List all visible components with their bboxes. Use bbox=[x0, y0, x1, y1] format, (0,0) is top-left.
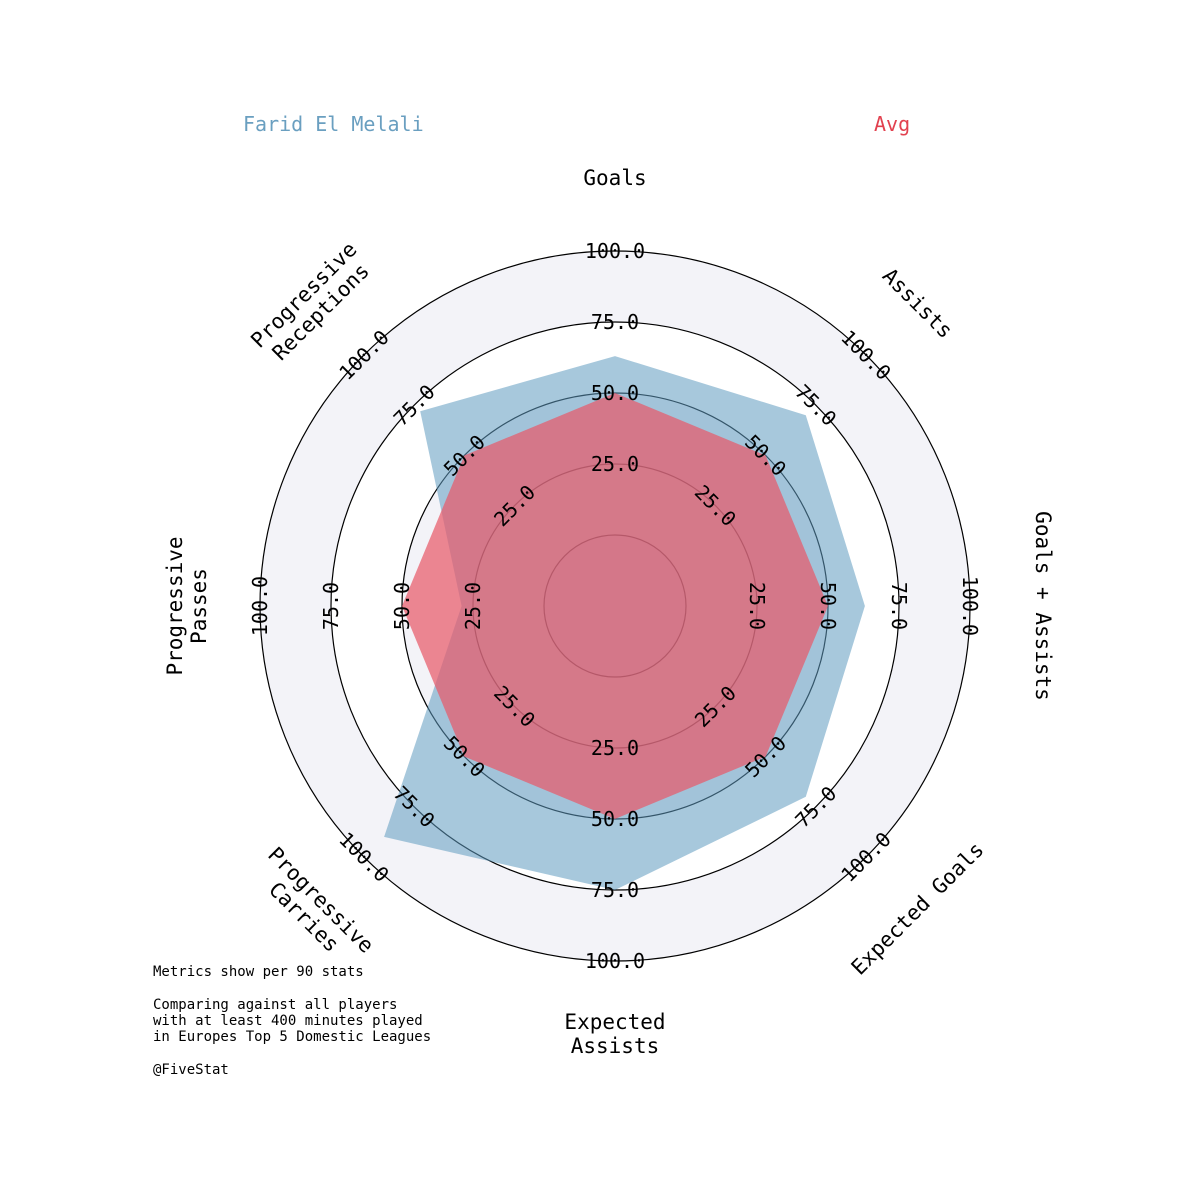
series-average-polygon bbox=[402, 393, 828, 819]
radial-tick-label: 50.0 bbox=[591, 807, 639, 831]
category-label: Goals + Assists bbox=[1031, 511, 1055, 701]
radial-tick-label: 75.0 bbox=[591, 878, 639, 902]
radial-tick-label: 25.0 bbox=[591, 452, 639, 476]
note-comparison-1: Comparing against all players bbox=[153, 997, 398, 1013]
note-per90: Metrics show per 90 stats bbox=[153, 964, 364, 980]
radar-ring-line-4 bbox=[259, 250, 971, 962]
radial-tick-label: 25.0 bbox=[745, 582, 769, 630]
legend-player-name: Farid El Melali bbox=[243, 112, 424, 136]
radial-tick-label: 100.0 bbox=[958, 576, 982, 636]
radial-tick-label: 25.0 bbox=[461, 582, 485, 630]
note-comparison-3: in Europes Top 5 Domestic Leagues bbox=[153, 1029, 432, 1045]
radial-tick-label: 75.0 bbox=[319, 582, 343, 630]
radial-tick-label: 50.0 bbox=[591, 381, 639, 405]
radial-tick-label: 100.0 bbox=[585, 949, 645, 973]
category-label: Goals bbox=[583, 166, 646, 190]
radial-tick-label: 50.0 bbox=[816, 582, 840, 630]
radial-tick-label: 75.0 bbox=[887, 582, 911, 630]
note-comparison-2: with at least 400 minutes played bbox=[153, 1013, 423, 1029]
category-label: ProgressivePasses bbox=[163, 536, 211, 675]
chart-series bbox=[384, 356, 865, 891]
category-label: Expected Assists bbox=[564, 1010, 665, 1058]
category-label: Assists bbox=[878, 264, 958, 344]
legend-average-name: Avg bbox=[874, 112, 911, 136]
radial-tick-label: 75.0 bbox=[591, 310, 639, 334]
radial-tick-label: 25.0 bbox=[591, 736, 639, 760]
radial-tick-label: 100.0 bbox=[585, 239, 645, 263]
credit-text: @FiveStat bbox=[153, 1062, 229, 1078]
radial-tick-label: 100.0 bbox=[248, 576, 272, 636]
radial-tick-label: 50.0 bbox=[390, 582, 414, 630]
